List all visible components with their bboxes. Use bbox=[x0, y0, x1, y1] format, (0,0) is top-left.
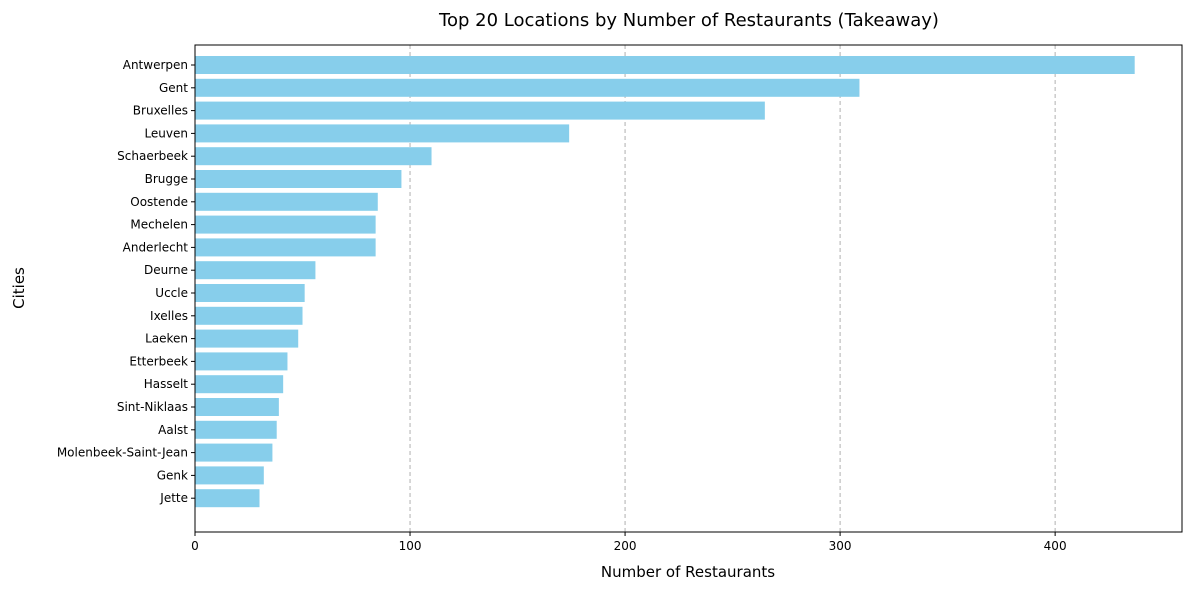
y-tick-label: Etterbeek bbox=[129, 354, 188, 368]
x-axis-label: Number of Restaurants bbox=[601, 563, 775, 581]
y-tick-label: Anderlecht bbox=[123, 240, 189, 254]
bar-ixelles bbox=[195, 306, 303, 325]
chart-title: Top 20 Locations by Number of Restaurant… bbox=[438, 10, 939, 31]
bar-schaerbeek bbox=[195, 147, 432, 166]
bar-etterbeek bbox=[195, 352, 288, 371]
bar-anderlecht bbox=[195, 238, 376, 257]
y-axis-ticks: Antwerpen Gent Bruxelles Leuven Schaerbeek Br… bbox=[57, 58, 195, 505]
bar-uccle bbox=[195, 284, 305, 302]
bar-brugge bbox=[195, 170, 402, 188]
bar-deurne bbox=[195, 261, 316, 280]
bar-gent bbox=[195, 78, 860, 97]
bar-molenbeek-saint-jean bbox=[195, 443, 273, 462]
y-tick-label: Deurne bbox=[144, 263, 188, 277]
x-tick-label: 0 bbox=[191, 539, 199, 553]
y-tick-label: Gent bbox=[159, 81, 188, 95]
bar-bruxelles bbox=[195, 101, 765, 120]
bars bbox=[195, 56, 1135, 508]
x-tick-label: 100 bbox=[399, 539, 422, 553]
bar-sint-niklaas bbox=[195, 398, 279, 416]
y-tick-label: Laeken bbox=[145, 332, 188, 346]
x-tick-label: 200 bbox=[614, 539, 637, 553]
y-tick-label: Ixelles bbox=[150, 309, 188, 323]
plot-frame bbox=[194, 44, 1183, 533]
bar-leuven bbox=[195, 124, 570, 143]
bar-hasselt bbox=[195, 375, 284, 394]
y-tick-label: Genk bbox=[157, 468, 188, 482]
y-tick-label: Molenbeek-Saint-Jean bbox=[57, 446, 188, 460]
y-tick-label: Hasselt bbox=[144, 377, 189, 391]
x-tick-label: 300 bbox=[829, 539, 852, 553]
bar-aalst bbox=[195, 420, 277, 439]
x-axis-ticks: 0 100 200 300 400 bbox=[191, 532, 1067, 553]
bar-genk bbox=[195, 466, 264, 485]
y-tick-label: Jette bbox=[159, 491, 188, 505]
y-tick-label: Mechelen bbox=[130, 218, 188, 232]
y-axis-label: Cities bbox=[10, 267, 28, 309]
y-tick-label: Brugge bbox=[145, 172, 188, 186]
y-tick-label: Sint-Niklaas bbox=[117, 400, 188, 414]
bar-antwerpen bbox=[195, 56, 1135, 74]
x-tick-label: 400 bbox=[1044, 539, 1067, 553]
y-tick-label: Uccle bbox=[155, 286, 188, 300]
y-tick-label: Leuven bbox=[144, 126, 188, 140]
bar-oostende bbox=[195, 192, 378, 211]
bar-jette bbox=[195, 489, 260, 508]
y-tick-label: Aalst bbox=[158, 423, 188, 437]
y-tick-label: Antwerpen bbox=[123, 58, 188, 72]
bar-mechelen bbox=[195, 215, 376, 234]
bar-laeken bbox=[195, 329, 299, 348]
y-tick-label: Oostende bbox=[130, 195, 188, 209]
y-tick-label: Schaerbeek bbox=[117, 149, 188, 163]
y-tick-label: Bruxelles bbox=[133, 104, 188, 118]
